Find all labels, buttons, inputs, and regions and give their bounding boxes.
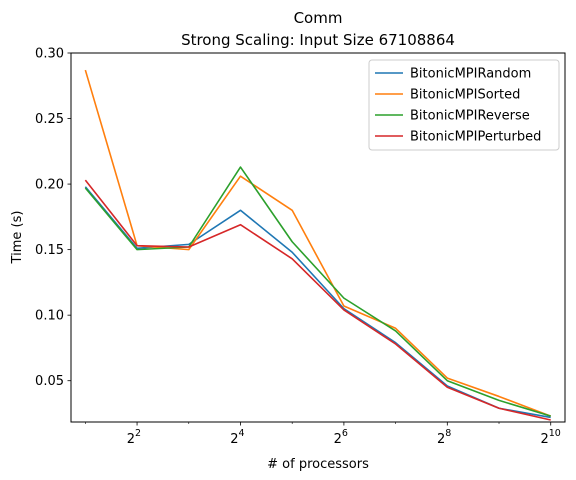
series-line-bitonicmpiperturbed	[84, 179, 551, 421]
x-tick-exponent: 4	[238, 428, 244, 439]
legend-label: BitonicMPIRandom	[410, 67, 531, 82]
x-tick-exponent: 6	[342, 428, 348, 439]
series-layer	[84, 69, 552, 421]
series-line-bitonicmpirandom	[84, 186, 551, 419]
x-tick-base: 2	[540, 432, 548, 447]
y-tick-label: 0.30	[35, 47, 64, 62]
series-line-bitonicmpireverse	[84, 166, 551, 417]
x-axis-label: # of processors	[267, 457, 369, 472]
y-tick-label: 0.20	[35, 178, 64, 193]
chart-subtitle: Strong Scaling: Input Size 67108864	[181, 31, 455, 49]
legend-label: BitonicMPIPerturbed	[410, 130, 541, 145]
plot-frame	[70, 52, 566, 423]
x-tick-exponent: 8	[445, 428, 451, 439]
x-tick-base: 2	[127, 432, 135, 447]
x-tick-label: 2 10	[540, 428, 560, 447]
y-axis-label: Time (s)	[10, 211, 25, 265]
x-tick-exponent: 2	[135, 428, 141, 439]
y-tick-label: 0.25	[35, 112, 64, 127]
legend-label: BitonicMPISorted	[410, 88, 520, 103]
x-tick-base: 2	[230, 432, 238, 447]
y-tick-label: 0.05	[35, 374, 64, 389]
x-tick-exponent: 10	[549, 428, 561, 439]
y-tick-label: 0.10	[35, 309, 64, 324]
chart-title: Comm	[294, 9, 343, 27]
y-tick-label: 0.15	[35, 243, 64, 258]
x-tick-base: 2	[437, 432, 445, 447]
legend: BitonicMPIRandom BitonicMPISorted BitonicM…	[368, 59, 560, 151]
ticks-layer: 0.050.100.150.200.250.302 2 2 4 2 6 2 8 2 10	[35, 47, 561, 448]
x-tick-base: 2	[334, 432, 342, 447]
legend-label: BitonicMPIReverse	[410, 109, 530, 124]
legend-box	[368, 59, 560, 151]
